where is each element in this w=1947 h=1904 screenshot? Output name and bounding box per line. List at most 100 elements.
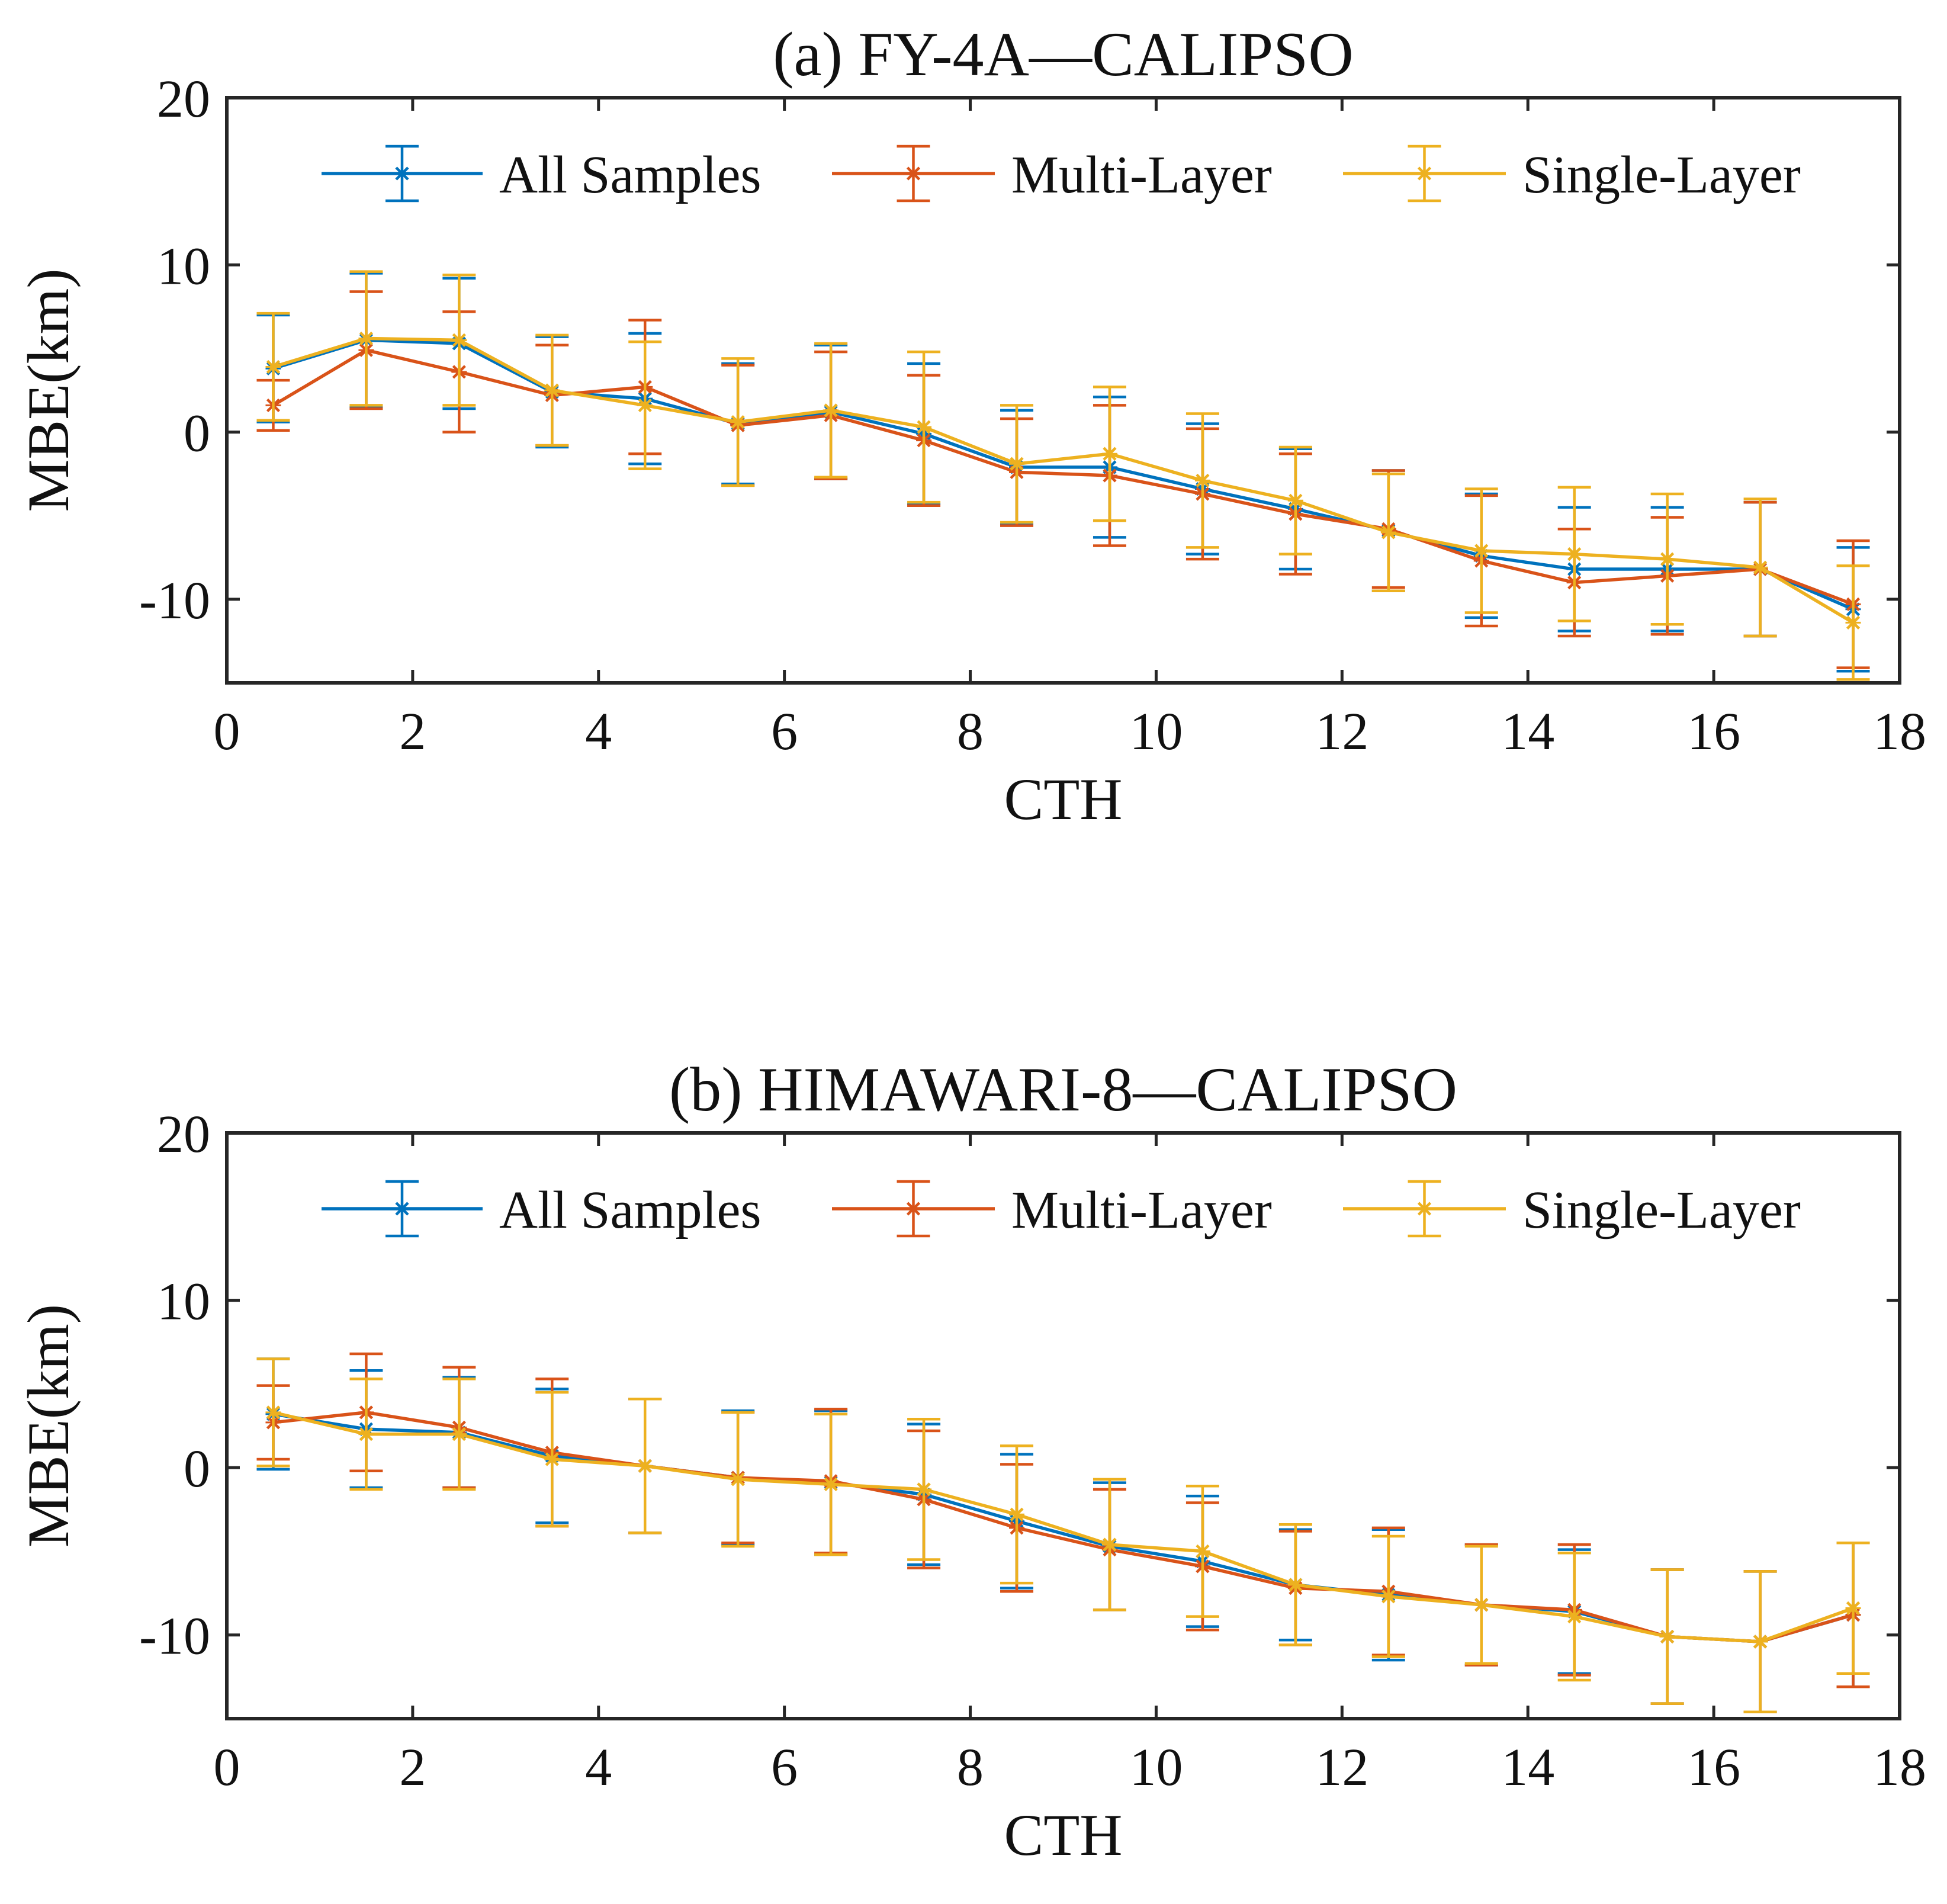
x-tick-label: 12 (1315, 702, 1368, 761)
data-point (1473, 1598, 1489, 1612)
data-point (451, 333, 467, 347)
data-point (1287, 1578, 1303, 1592)
data-point (1752, 560, 1768, 574)
data-point (1009, 457, 1025, 471)
x-tick-label: 8 (957, 1738, 984, 1797)
data-point (1194, 1544, 1210, 1559)
data-point (265, 1405, 281, 1420)
legend-label: Multi-Layer (1011, 146, 1272, 204)
data-point (823, 403, 839, 418)
data-point (823, 1477, 839, 1491)
chart-panel-a: (a) FY-4A—CALIPSO 0 2 4 6 8 10 12 14 16 18 -10 0 10 20… (15, 20, 1926, 832)
chart-title: (b) HIMAWARI-8—CALIPSO (669, 1055, 1457, 1124)
x-axis-label: CTH (1004, 766, 1123, 832)
x-tick-label: 0 (214, 702, 240, 761)
x-tick-label: 2 (399, 1738, 426, 1797)
y-tick-label: 10 (157, 237, 210, 296)
y-tick-label: 20 (157, 1105, 210, 1164)
data-point (1752, 1635, 1768, 1649)
x-tick-label: 16 (1687, 1738, 1740, 1797)
data-point (916, 420, 932, 434)
x-tick-label: 14 (1501, 702, 1554, 761)
data-point (265, 359, 281, 374)
legend-marker (1417, 1202, 1432, 1216)
series-line (272, 336, 1854, 624)
data-point (637, 1459, 653, 1473)
data-point (730, 1472, 746, 1486)
x-tick-label: 16 (1687, 702, 1740, 761)
y-tick-label: -10 (139, 571, 210, 630)
y-tick-label: 10 (157, 1273, 210, 1331)
data-point (637, 398, 653, 412)
x-tick-label: 10 (1129, 1738, 1183, 1797)
legend-marker (395, 166, 409, 181)
data-point (544, 1452, 560, 1466)
legend: All Samples Multi-Layer Single-Layer (322, 1180, 1801, 1240)
x-axis-label: CTH (1004, 1802, 1123, 1868)
x-tick-label: 12 (1315, 1738, 1368, 1797)
y-tick-label: 0 (184, 404, 210, 463)
series-single-layer (256, 1357, 1870, 1713)
series-line (272, 1411, 1854, 1643)
series-line (273, 1411, 1854, 1643)
series-line (272, 348, 1854, 606)
legend-marker (395, 1202, 409, 1216)
chart-panel-b: (b) HIMAWARI-8—CALIPSO 0 2 4 6 8 10 12 14 16 18 -10… (15, 1055, 1926, 1868)
legend-entry-all-samples: All Samples (322, 145, 762, 204)
data-point (358, 331, 374, 346)
data-point (1845, 615, 1861, 630)
x-tick-label: 4 (585, 1738, 612, 1797)
data-point (1566, 547, 1582, 561)
legend-label: Multi-Layer (1011, 1181, 1272, 1240)
series-single-layer (256, 270, 1870, 681)
data-point (1845, 1601, 1861, 1616)
legend-label: Single-Layer (1522, 1181, 1801, 1240)
chart-title: (a) FY-4A—CALIPSO (773, 20, 1354, 89)
data-point (1009, 1507, 1025, 1521)
data-point (451, 1427, 467, 1441)
y-tick-label: -10 (139, 1607, 210, 1666)
data-point (358, 1427, 374, 1441)
plot-area (256, 1352, 1870, 1713)
x-tick-label: 18 (1873, 1738, 1926, 1797)
x-tick-label: 18 (1873, 702, 1926, 761)
data-point (1194, 473, 1210, 488)
legend-label: All Samples (499, 146, 762, 204)
y-tick-label: 0 (184, 1440, 210, 1498)
legend-entry-single-layer: Single-Layer (1343, 1180, 1801, 1240)
axes-frame (225, 1131, 1901, 1720)
legend-marker (906, 166, 921, 181)
data-point (1101, 447, 1117, 461)
legend: All Samples Multi-Layer Single-Layer (322, 145, 1801, 204)
data-point (544, 383, 560, 397)
data-point (1566, 1610, 1582, 1624)
legend-entry-multi-layer: Multi-Layer (832, 145, 1272, 204)
legend-label: All Samples (499, 1181, 762, 1240)
x-tick-label: 6 (771, 1738, 798, 1797)
x-tick-label: 10 (1129, 702, 1183, 761)
data-point (916, 1482, 932, 1497)
legend-entry-all-samples: All Samples (322, 1180, 762, 1240)
legend-marker (1417, 166, 1432, 181)
data-point (1659, 1629, 1675, 1644)
y-tick-label: 20 (157, 70, 210, 129)
legend-entry-multi-layer: Multi-Layer (832, 1180, 1272, 1240)
data-point (1380, 525, 1396, 540)
data-point (730, 415, 746, 429)
data-point (1659, 552, 1675, 566)
x-tick-label: 8 (957, 702, 984, 761)
data-point (1473, 544, 1489, 558)
series-line (272, 338, 1854, 611)
legend-entry-single-layer: Single-Layer (1343, 145, 1801, 204)
y-axis-label: MBE(km) (15, 268, 81, 512)
x-tick-label: 6 (771, 702, 798, 761)
x-tick-label: 14 (1501, 1738, 1554, 1797)
x-tick-label: 2 (399, 702, 426, 761)
y-axis-label: MBE(km) (15, 1304, 81, 1547)
data-point (1101, 1537, 1117, 1552)
data-point (1287, 493, 1303, 508)
x-tick-label: 4 (585, 702, 612, 761)
legend-marker (906, 1202, 921, 1216)
